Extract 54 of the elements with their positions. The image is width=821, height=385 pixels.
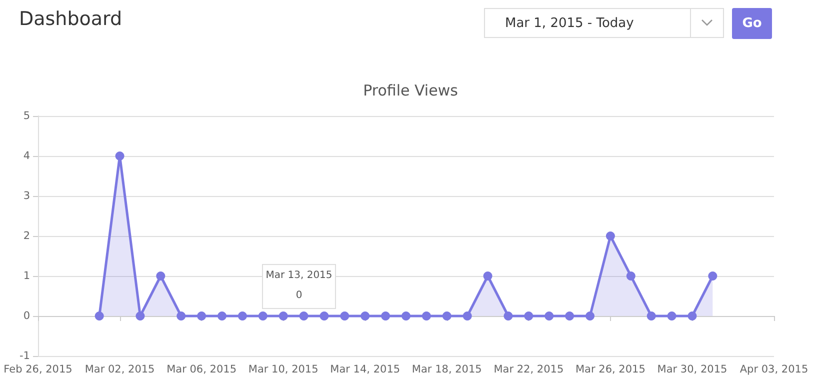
x-tick-label: Mar 14, 2015: [330, 364, 400, 376]
point: [258, 312, 268, 320]
point: [606, 232, 615, 240]
point: [278, 312, 288, 320]
x-tick-label: Mar 26, 2015: [575, 364, 646, 376]
x-tick-label: Mar 18, 2015: [412, 364, 482, 376]
point: [176, 312, 186, 320]
point: [667, 312, 676, 320]
point: [626, 272, 636, 280]
text: Go: [732, 8, 772, 39]
point: [646, 312, 656, 320]
y-tick-label: 3: [23, 190, 30, 202]
x-tick-label: Mar 10, 2015: [248, 364, 318, 376]
point: [402, 312, 410, 320]
point: [299, 312, 308, 320]
x-tick-label: Apr 03, 2015: [740, 364, 808, 376]
annotation: 0: [294, 289, 304, 303]
point: [462, 312, 472, 320]
point: [708, 272, 718, 280]
point: [524, 312, 534, 320]
y-tick-label: -1: [20, 350, 30, 362]
y-tick-label: 2: [23, 230, 30, 242]
point: [544, 312, 554, 320]
x-tick-label: Feb 26, 2015: [4, 364, 72, 376]
point: [586, 312, 594, 320]
point: [115, 152, 124, 160]
text: Dashboard: [19, 8, 122, 30]
x-tick-label: Mar 06, 2015: [166, 364, 237, 376]
point: [340, 312, 350, 320]
text: Mar 1, 2015 - Today: [505, 16, 634, 30]
point: [238, 312, 247, 320]
point: [197, 312, 206, 320]
y-tick-label: 1: [23, 270, 30, 282]
point: [218, 312, 226, 320]
point: [156, 272, 166, 280]
point: [565, 312, 574, 320]
point: [442, 312, 452, 320]
point: [94, 312, 104, 320]
point: [483, 272, 492, 280]
y-tick-label: 0: [23, 310, 30, 322]
chart-title: Profile Views: [363, 82, 458, 100]
point: [504, 312, 513, 320]
point: [688, 312, 697, 320]
point: [381, 312, 390, 320]
x-tick-label: Mar 02, 2015: [84, 364, 155, 376]
annotation: Mar 13, 2015: [264, 269, 334, 283]
y-tick-label: 5: [23, 110, 30, 122]
x-tick-label: Mar 30, 2015: [657, 364, 728, 376]
point: [136, 312, 145, 320]
y-tick-label: 4: [23, 150, 30, 162]
x-tick-label: Mar 22, 2015: [494, 364, 564, 376]
point: [320, 312, 329, 320]
point: [360, 312, 370, 320]
point: [422, 312, 431, 320]
